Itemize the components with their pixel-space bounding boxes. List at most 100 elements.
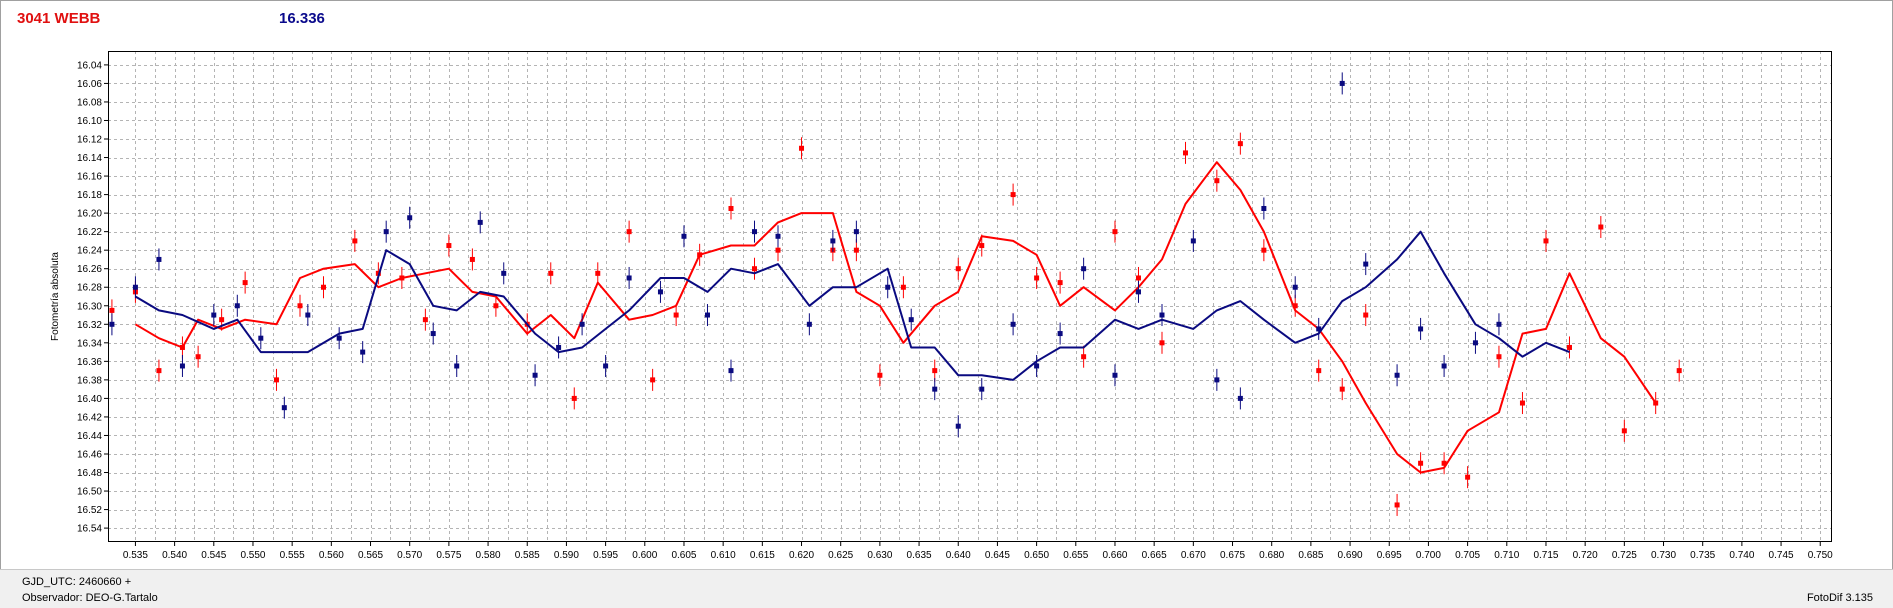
y-tick-label: 16.04 — [77, 60, 102, 71]
data-point — [1034, 363, 1040, 369]
x-tick-label: 0.585 — [515, 550, 540, 561]
data-point — [1057, 331, 1063, 337]
data-point — [704, 312, 710, 318]
data-point — [1112, 372, 1118, 378]
data-point — [728, 205, 734, 211]
data-point — [501, 270, 507, 276]
data-point — [853, 247, 859, 253]
data-point — [477, 219, 483, 225]
x-tick-label: 0.705 — [1455, 550, 1480, 561]
y-axis-label: Fotometría absoluta — [50, 252, 61, 341]
data-point — [626, 229, 632, 235]
data-point — [806, 321, 812, 327]
data-point — [626, 275, 632, 281]
y-tick-label: 16.24 — [77, 246, 102, 257]
y-tick-label: 16.12 — [77, 135, 102, 146]
data-point — [1214, 178, 1220, 184]
star-name-label: 3041 WEBB — [17, 10, 101, 27]
data-point — [1237, 141, 1243, 147]
data-point — [1135, 289, 1141, 295]
data-point — [603, 363, 609, 369]
y-tick-label: 16.50 — [77, 487, 102, 498]
data-point — [383, 229, 389, 235]
x-tick-label: 0.545 — [201, 550, 226, 561]
data-point — [273, 377, 279, 383]
plot-border — [108, 51, 1832, 542]
data-point — [360, 349, 366, 355]
data-point — [1112, 229, 1118, 235]
y-tick-label: 16.44 — [77, 431, 102, 442]
y-tick-label: 16.06 — [77, 79, 102, 90]
data-point — [1316, 368, 1322, 374]
data-point — [1010, 192, 1016, 198]
data-point — [454, 363, 460, 369]
data-point — [1418, 326, 1424, 332]
x-axis: 0.535 0.540 0.545 0.550 0.555 0.560 0.565 0.570… — [123, 542, 1833, 561]
data-point — [1418, 460, 1424, 466]
data-point — [422, 317, 428, 323]
data-point — [446, 243, 452, 249]
data-point — [979, 386, 985, 392]
data-point — [1214, 377, 1220, 383]
x-tick-label: 0.720 — [1573, 550, 1598, 561]
x-tick-label: 0.635 — [907, 550, 932, 561]
data-point — [752, 229, 757, 235]
x-tick-label: 0.750 — [1808, 550, 1833, 561]
x-tick-label: 0.575 — [436, 550, 461, 561]
data-point — [258, 335, 264, 341]
y-tick-label: 16.34 — [77, 338, 102, 349]
x-tick-label: 0.535 — [123, 550, 148, 561]
data-point — [697, 252, 703, 258]
y-tick-label: 16.52 — [77, 505, 102, 516]
data-point — [799, 145, 805, 151]
data-point — [955, 423, 961, 429]
data-point — [595, 270, 601, 276]
data-point — [1081, 266, 1087, 272]
y-tick-label: 16.28 — [77, 283, 102, 294]
data-point — [775, 233, 781, 239]
y-tick-label: 16.32 — [77, 320, 102, 331]
x-tick-label: 0.615 — [750, 550, 775, 561]
x-tick-label: 0.605 — [671, 550, 696, 561]
y-tick-label: 16.48 — [77, 468, 102, 479]
data-point — [336, 335, 342, 341]
data-point — [1316, 326, 1322, 332]
data-point — [281, 405, 287, 411]
data-point — [297, 303, 303, 309]
x-tick-label: 0.675 — [1220, 550, 1245, 561]
data-point — [1472, 340, 1478, 346]
data-point — [1394, 502, 1400, 508]
data-point — [1621, 428, 1627, 434]
x-tick-label: 0.690 — [1338, 550, 1363, 561]
data-point — [885, 284, 891, 290]
data-point — [109, 321, 115, 327]
x-tick-label: 0.730 — [1651, 550, 1676, 561]
x-tick-label: 0.580 — [476, 550, 501, 561]
version-label: FotoDif 3.135 — [1806, 592, 1873, 604]
data-point — [407, 215, 413, 221]
data-point — [548, 270, 554, 276]
data-point — [1465, 474, 1471, 480]
data-point — [579, 321, 585, 327]
x-tick-label: 0.695 — [1377, 550, 1402, 561]
x-tick-label: 0.650 — [1024, 550, 1049, 561]
y-tick-label: 16.20 — [77, 209, 102, 220]
y-tick-label: 16.26 — [77, 264, 102, 275]
x-tick-label: 0.740 — [1729, 550, 1754, 561]
data-point — [1190, 238, 1196, 244]
data-point — [681, 233, 687, 239]
x-tick-label: 0.555 — [280, 550, 305, 561]
x-tick-label: 0.735 — [1690, 550, 1715, 561]
y-tick-label: 16.54 — [77, 524, 102, 535]
y-tick-label: 16.30 — [77, 301, 102, 312]
x-tick-label: 0.725 — [1612, 550, 1637, 561]
x-tick-label: 0.610 — [711, 550, 736, 561]
series-2 — [109, 72, 1570, 438]
x-tick-label: 0.710 — [1494, 550, 1519, 561]
data-point — [752, 266, 757, 272]
data-point — [728, 368, 734, 374]
data-point — [1034, 275, 1040, 281]
data-point — [1159, 312, 1165, 318]
data-point — [556, 344, 562, 350]
light-curve-chart: 0.535 0.540 0.545 0.550 0.555 0.560 0.565 0.570… — [50, 51, 1833, 561]
